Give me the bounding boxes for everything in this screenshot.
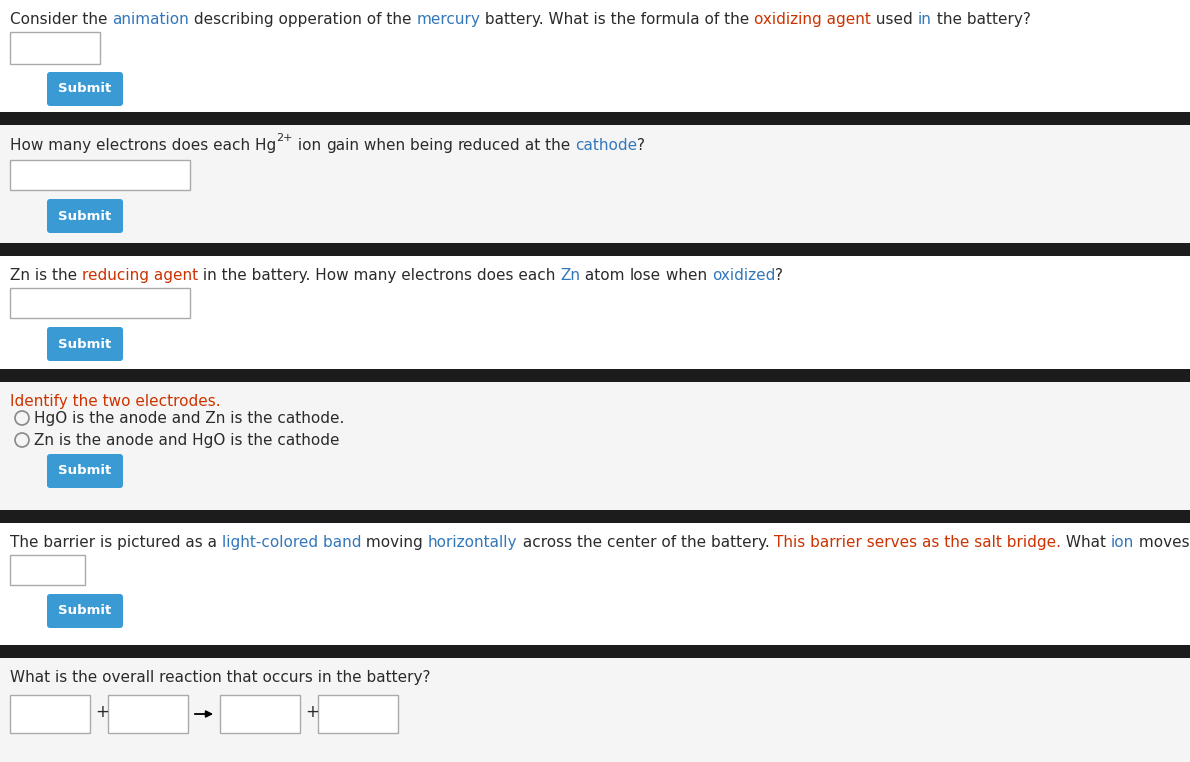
- FancyBboxPatch shape: [46, 594, 123, 628]
- Text: reduced: reduced: [457, 138, 520, 153]
- Bar: [0, 125, 1190, 243]
- Text: the battery?: the battery?: [932, 12, 1031, 27]
- Text: oxidizing agent: oxidizing agent: [754, 12, 871, 27]
- Bar: [108, 695, 188, 733]
- Text: 2+: 2+: [276, 133, 293, 143]
- Text: Submit: Submit: [58, 465, 112, 478]
- Text: in the battery. How many electrons does each: in the battery. How many electrons does …: [198, 268, 560, 283]
- Text: +: +: [305, 703, 319, 721]
- Bar: [10, 288, 190, 318]
- Text: animation: animation: [112, 12, 189, 27]
- Text: when being: when being: [358, 138, 457, 153]
- Text: moves across the salt bridge?: moves across the salt bridge?: [1134, 535, 1190, 550]
- Text: gain: gain: [326, 138, 358, 153]
- Text: +: +: [95, 703, 108, 721]
- Bar: [10, 555, 84, 585]
- FancyBboxPatch shape: [46, 199, 123, 233]
- Text: ion: ion: [293, 138, 326, 153]
- Text: Zn is the: Zn is the: [10, 268, 82, 283]
- Bar: [0, 645, 1190, 658]
- Text: lose: lose: [630, 268, 660, 283]
- Text: light-colored band: light-colored band: [221, 535, 362, 550]
- Text: moving: moving: [362, 535, 428, 550]
- Text: Submit: Submit: [58, 604, 112, 617]
- Text: Submit: Submit: [58, 338, 112, 351]
- Bar: [10, 160, 190, 190]
- Text: Zn: Zn: [560, 268, 581, 283]
- Bar: [0, 112, 1190, 125]
- Bar: [0, 0, 1190, 112]
- Text: used: used: [871, 12, 917, 27]
- Text: when: when: [660, 268, 712, 283]
- Text: Consider the: Consider the: [10, 12, 112, 27]
- Bar: [0, 510, 1190, 523]
- Text: Submit: Submit: [58, 82, 112, 95]
- Text: cathode: cathode: [575, 138, 638, 153]
- Bar: [0, 658, 1190, 762]
- Text: describing opperation of the: describing opperation of the: [189, 12, 416, 27]
- Text: HgO is the anode and Zn is the cathode.: HgO is the anode and Zn is the cathode.: [35, 411, 344, 426]
- Text: ?: ?: [638, 138, 645, 153]
- Text: Zn is the anode and HgO is the cathode: Zn is the anode and HgO is the cathode: [35, 433, 339, 448]
- Text: How many electrons does each Hg: How many electrons does each Hg: [10, 138, 276, 153]
- Text: oxidized: oxidized: [712, 268, 775, 283]
- Text: What: What: [1061, 535, 1111, 550]
- Text: Identify the two electrodes.: Identify the two electrodes.: [10, 394, 220, 409]
- Text: at the: at the: [520, 138, 575, 153]
- Bar: [0, 382, 1190, 510]
- Bar: [220, 695, 300, 733]
- Text: The barrier is pictured as a: The barrier is pictured as a: [10, 535, 221, 550]
- Text: Submit: Submit: [58, 210, 112, 223]
- FancyBboxPatch shape: [46, 454, 123, 488]
- Text: battery. What is the formula of the: battery. What is the formula of the: [481, 12, 754, 27]
- FancyBboxPatch shape: [46, 327, 123, 361]
- Text: ?: ?: [775, 268, 783, 283]
- Text: ion: ion: [1111, 535, 1134, 550]
- Text: atom: atom: [581, 268, 630, 283]
- Bar: [10, 695, 90, 733]
- Bar: [0, 523, 1190, 645]
- Text: What is the overall reaction that occurs in the battery?: What is the overall reaction that occurs…: [10, 670, 431, 685]
- Bar: [0, 256, 1190, 369]
- Bar: [0, 243, 1190, 256]
- Text: This barrier serves as the salt bridge.: This barrier serves as the salt bridge.: [775, 535, 1061, 550]
- Bar: [318, 695, 397, 733]
- Text: mercury: mercury: [416, 12, 481, 27]
- Bar: [10, 32, 100, 64]
- Text: reducing agent: reducing agent: [82, 268, 198, 283]
- FancyBboxPatch shape: [46, 72, 123, 106]
- Bar: [0, 369, 1190, 382]
- Text: in: in: [917, 12, 932, 27]
- Text: horizontally: horizontally: [428, 535, 518, 550]
- Text: across the center of the battery.: across the center of the battery.: [518, 535, 775, 550]
